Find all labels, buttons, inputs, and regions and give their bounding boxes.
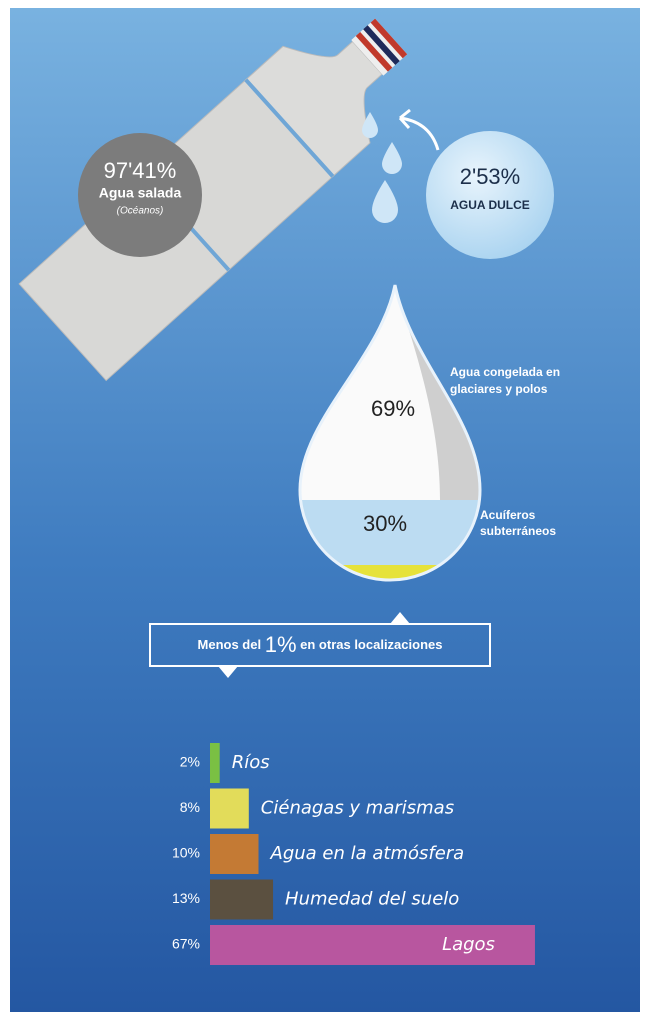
callout-highlight: 1% <box>265 632 297 657</box>
callout-text: Menos del 1% en otras localizaciones <box>198 632 443 657</box>
bar <box>210 834 259 874</box>
fresh-label: AGUA DULCE <box>450 198 530 212</box>
category-label: Ciénagas y marismas <box>261 798 454 819</box>
callout-box <box>149 623 491 667</box>
frozen-label: Agua congelada en <box>450 365 560 379</box>
value-label: 13% <box>172 890 200 906</box>
bar <box>210 743 220 783</box>
category-label: Ríos <box>232 752 270 773</box>
bar <box>210 925 535 965</box>
fresh-percent: 2'53% <box>460 164 520 189</box>
frozen-percent: 69% <box>371 396 415 421</box>
value-label: 10% <box>172 845 200 861</box>
category-label: Lagos <box>442 934 495 955</box>
callout-after: en otras localizaciones <box>300 637 442 652</box>
callout-before: Menos del <box>198 637 262 652</box>
arrow <box>398 108 440 151</box>
category-label: Humedad del suelo <box>285 889 459 910</box>
salt-label: Agua salada <box>99 185 182 201</box>
salt-circle <box>78 133 202 257</box>
category-label: Agua en la atmósfera <box>270 843 465 864</box>
value-label: 8% <box>180 799 200 815</box>
fresh-circle <box>426 131 554 259</box>
value-label: 2% <box>180 754 200 770</box>
bar <box>210 879 274 920</box>
value-label: 67% <box>172 936 200 952</box>
frozen-label: glaciares y polos <box>450 382 548 396</box>
drop-outline <box>298 284 482 582</box>
ground-label: subterráneos <box>480 524 556 538</box>
callout-pointer <box>218 666 238 678</box>
bar-chart: 2% Ríos 8% Ciénagas y marismas 10% Agua en la… <box>172 743 535 965</box>
salt-sublabel: (Océanos) <box>117 206 164 217</box>
droplets <box>362 112 402 223</box>
ground-label: Acuíferos <box>480 508 536 522</box>
salt-percent: 97'41% <box>104 158 177 183</box>
ground-percent: 30% <box>363 511 407 536</box>
callout-pointer <box>390 612 410 624</box>
bar <box>210 788 249 829</box>
